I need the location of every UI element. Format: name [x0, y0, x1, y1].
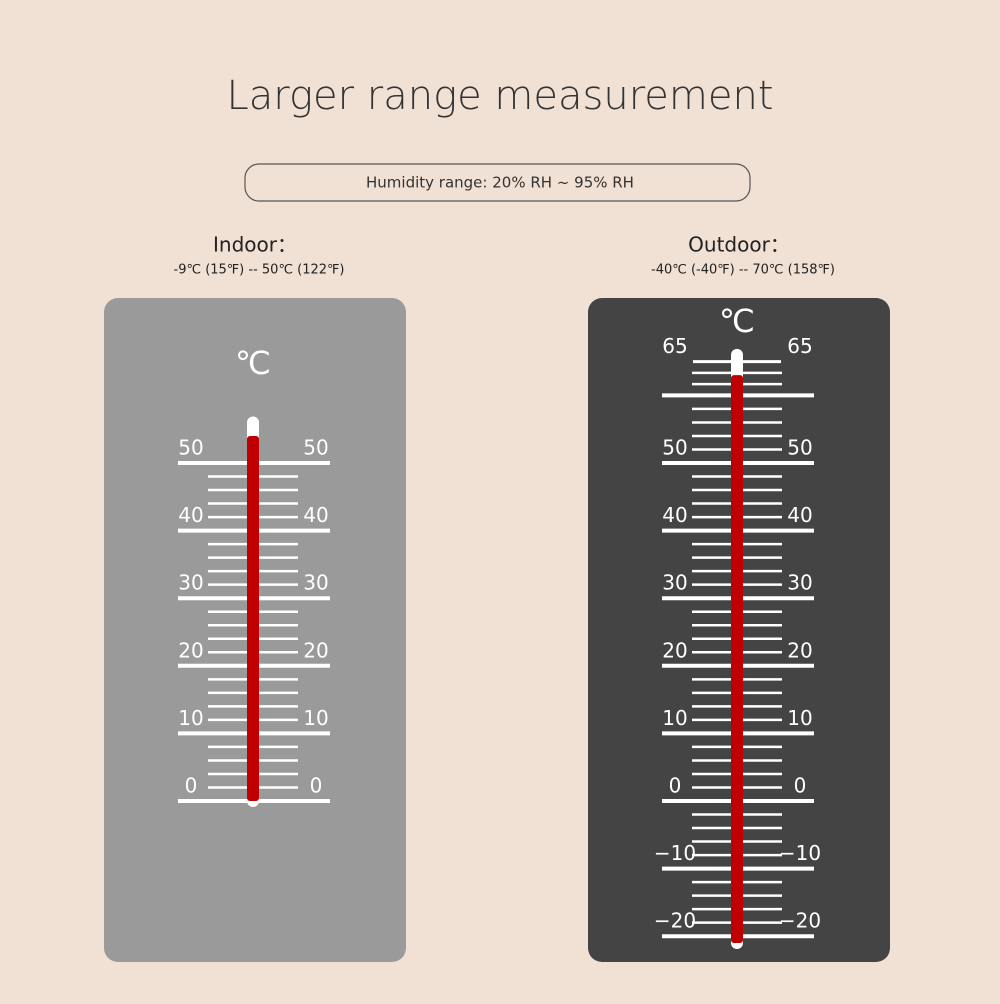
- tick-label-left: 40: [662, 503, 687, 527]
- unit: ℃: [235, 344, 271, 382]
- tick-label-right: 65: [787, 334, 812, 358]
- tick-label-right: 30: [303, 571, 328, 595]
- tick-label-left: 20: [178, 638, 203, 662]
- mercury: [247, 435, 259, 801]
- tick-label-left: 65: [662, 334, 687, 358]
- tick-label-left: 50: [178, 436, 203, 460]
- tick-label-left: 0: [185, 774, 198, 798]
- tick-label-right: 50: [787, 436, 812, 460]
- thermo-range: -9℃ (15℉) -- 50℃ (122℉): [174, 263, 345, 278]
- tick-label-left: 10: [178, 706, 203, 730]
- tick-label-right: −10: [779, 841, 821, 865]
- tick-label-right: 20: [787, 638, 812, 662]
- tick-label-right: 10: [787, 706, 812, 730]
- tick-label-left: 30: [662, 571, 687, 595]
- mercury: [731, 375, 743, 943]
- tick-label-left: 0: [669, 774, 682, 798]
- thermo-label: Outdoor：: [688, 233, 790, 257]
- tick-label-left: −10: [654, 841, 696, 865]
- tick-label-left: 20: [662, 638, 687, 662]
- tick-label-left: 30: [178, 571, 203, 595]
- unit: ℃: [719, 302, 755, 340]
- tick-label-left: −20: [654, 909, 696, 933]
- tick-label-right: 10: [303, 706, 328, 730]
- tick-label-right: 30: [787, 571, 812, 595]
- tick-label-right: 40: [787, 503, 812, 527]
- humidity-pill: [244, 163, 751, 202]
- tick-label-left: 40: [178, 503, 203, 527]
- thermo-label: Indoor：: [213, 233, 297, 257]
- humidity-text: Humidity range: 20% RH ~ 95% RH: [366, 174, 634, 192]
- tick-label-left: 50: [662, 436, 687, 460]
- tick-label-right: −20: [779, 909, 821, 933]
- tick-label-right: 0: [310, 774, 323, 798]
- thermo-range: -40℃ (-40℉) -- 70℃ (158℉): [651, 263, 835, 278]
- tick-label-left: 10: [662, 706, 687, 730]
- tick-label-right: 50: [303, 436, 328, 460]
- tick-label-right: 0: [794, 774, 807, 798]
- tick-label-right: 20: [303, 638, 328, 662]
- title: Larger range measurement: [226, 73, 773, 119]
- tick-label-right: 40: [303, 503, 328, 527]
